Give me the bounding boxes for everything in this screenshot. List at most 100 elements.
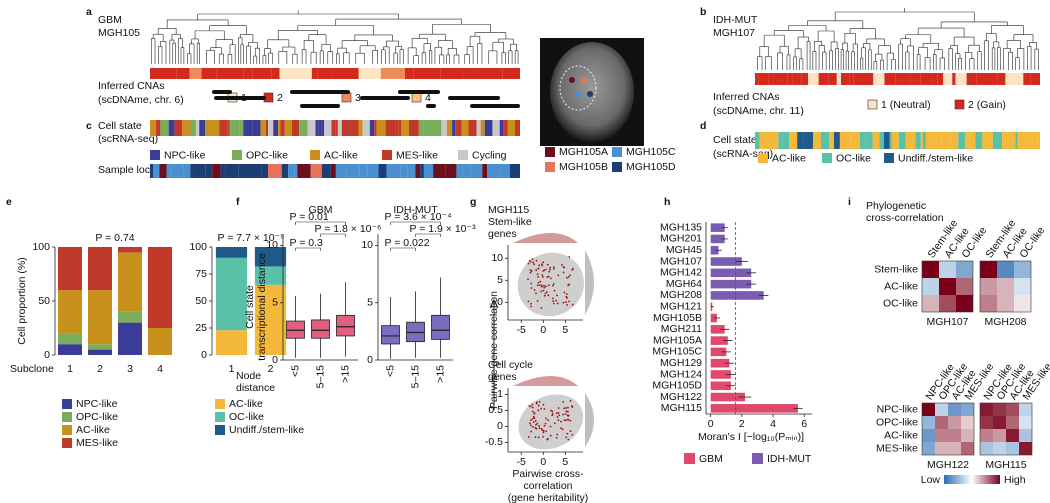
cloud-point bbox=[567, 414, 570, 417]
strip-cell bbox=[812, 132, 821, 149]
bar bbox=[710, 234, 725, 244]
strip-cell bbox=[952, 73, 956, 85]
panel-label: c bbox=[86, 120, 92, 132]
cloud-point bbox=[558, 414, 561, 417]
strip-cell bbox=[920, 132, 923, 149]
cloud-point bbox=[562, 401, 565, 403]
cloud-point bbox=[528, 259, 531, 262]
cloud-point bbox=[527, 436, 530, 438]
strip-cell bbox=[1023, 73, 1031, 85]
strip-cell bbox=[462, 164, 471, 178]
chart-title: genes bbox=[488, 228, 517, 240]
strip-cell bbox=[778, 132, 783, 149]
strip-cell bbox=[901, 73, 911, 85]
row-label: AC-like bbox=[884, 429, 918, 441]
heatmap-frame bbox=[979, 402, 1033, 456]
strip-cell bbox=[268, 164, 282, 178]
y-tick-label: MGH211 bbox=[661, 323, 702, 335]
box bbox=[311, 319, 330, 339]
heatmap-cell bbox=[956, 295, 973, 312]
legend-label: IDH-MUT bbox=[767, 453, 812, 465]
heatmap-cell bbox=[922, 295, 939, 312]
legend-label: MGH105D bbox=[626, 161, 676, 173]
legend-swatch bbox=[458, 150, 468, 160]
strip-cell bbox=[446, 120, 453, 136]
strip-cell bbox=[955, 73, 967, 85]
cloud-point bbox=[537, 404, 540, 407]
y-tick-label: 100 bbox=[189, 241, 207, 253]
cloud-point bbox=[533, 417, 536, 420]
panel-label: f bbox=[236, 196, 240, 208]
strip-cell bbox=[964, 132, 970, 149]
strip-cell bbox=[193, 164, 206, 178]
cloud-point bbox=[532, 421, 535, 424]
cloud-point bbox=[536, 299, 539, 302]
y-tick-label: 100 bbox=[32, 241, 50, 253]
cloud-point bbox=[555, 412, 558, 415]
cloud-point bbox=[540, 306, 543, 309]
cloud-point bbox=[535, 292, 537, 295]
x-axis-label: Subclone bbox=[10, 363, 54, 375]
cna-segment bbox=[300, 104, 340, 108]
strip-cell bbox=[797, 132, 804, 149]
legend-label: MGH105C bbox=[626, 146, 676, 158]
cloud-point bbox=[538, 284, 541, 286]
heatmap-cell bbox=[1014, 295, 1031, 312]
strip-cell bbox=[456, 164, 463, 178]
panel-title: MGH115 bbox=[488, 204, 529, 216]
x-tick-label: -5 bbox=[517, 456, 526, 468]
bar bbox=[148, 328, 172, 355]
axis-label: Inferred CNAs bbox=[98, 80, 165, 92]
strip-cell bbox=[828, 73, 837, 85]
cloud-point bbox=[537, 436, 540, 439]
cloud-point bbox=[532, 417, 534, 420]
y-tick-label: 0 bbox=[367, 354, 373, 366]
strip-cell bbox=[331, 68, 359, 79]
strip-cell bbox=[385, 120, 396, 136]
cloud-point bbox=[543, 408, 546, 410]
bar bbox=[710, 245, 719, 255]
legend-label: OC-like bbox=[229, 411, 264, 423]
y-tick-label: 0 bbox=[44, 349, 50, 361]
strip-cell bbox=[284, 120, 292, 136]
strip-cell bbox=[176, 68, 190, 79]
strip-cell bbox=[321, 164, 331, 178]
strip-cell bbox=[213, 120, 220, 136]
chart-title: GBM bbox=[309, 204, 333, 216]
strip-cell bbox=[280, 120, 285, 136]
legend-label: NPC-like bbox=[164, 149, 206, 161]
cloud-point bbox=[567, 418, 570, 421]
density bbox=[585, 250, 594, 315]
cloud-point bbox=[532, 261, 535, 264]
strip-cell bbox=[1002, 132, 1006, 149]
mri-sample bbox=[587, 91, 593, 97]
x-tick-label: 5–15 bbox=[314, 365, 326, 389]
strip-cell bbox=[966, 73, 977, 85]
cloud-point bbox=[535, 259, 538, 262]
heatmap-cell bbox=[956, 278, 973, 295]
cloud-point bbox=[571, 434, 574, 436]
cloud-point bbox=[530, 302, 532, 305]
strip-cell bbox=[201, 68, 217, 79]
chart-title: Stem-like bbox=[488, 216, 532, 228]
panel-label: b bbox=[700, 6, 706, 18]
strip-cell bbox=[755, 73, 759, 85]
legend-label: OPC-like bbox=[246, 149, 288, 161]
heatmap-cell bbox=[939, 278, 956, 295]
strip-cell bbox=[500, 164, 511, 178]
cloud-point bbox=[566, 304, 568, 306]
strip-cell bbox=[243, 120, 253, 136]
x-axis-label: Node bbox=[236, 370, 261, 382]
bar bbox=[88, 349, 112, 355]
cloud bbox=[518, 394, 584, 450]
strip-cell bbox=[229, 120, 240, 136]
heatmap-cell bbox=[1014, 261, 1031, 278]
strip-cell bbox=[1025, 132, 1030, 149]
legend-label: GBM bbox=[699, 453, 723, 465]
cloud-point bbox=[548, 268, 551, 271]
cloud-point bbox=[535, 427, 538, 430]
y-tick-label: MGH121 bbox=[660, 300, 702, 312]
x-tick-label: 2 bbox=[97, 363, 103, 375]
strip-cell bbox=[182, 120, 191, 136]
strip-cell bbox=[315, 120, 319, 136]
